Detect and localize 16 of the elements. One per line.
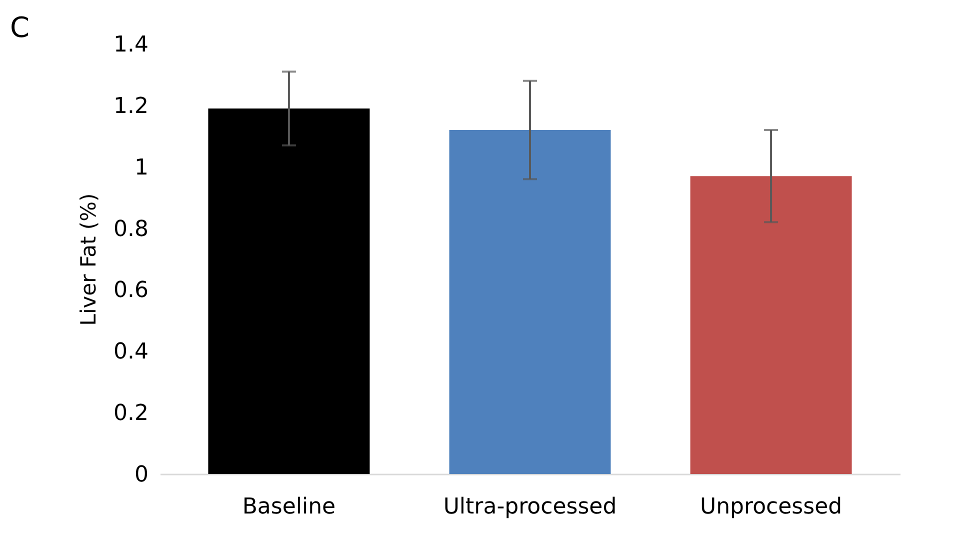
y-tick-label: 0.6: [114, 278, 148, 304]
bar: [208, 108, 370, 474]
x-tick-label: Baseline: [242, 494, 336, 520]
y-tick-label: 0: [134, 462, 148, 488]
x-tick-label: Unprocessed: [700, 494, 842, 520]
y-tick-label: 1.2: [114, 94, 148, 119]
bar: [449, 130, 611, 474]
y-tick-label: 1: [134, 155, 148, 180]
x-tick-label: Ultra-processed: [443, 494, 617, 520]
chart-title: C: [10, 11, 30, 44]
y-axis-title: Liver Fat (%): [76, 193, 101, 326]
y-tick-label: 0.4: [114, 340, 148, 365]
bar: [690, 176, 852, 474]
y-tick-label: 0.8: [114, 216, 148, 242]
y-tick-label: 1.4: [114, 32, 148, 58]
y-tick-label: 0.2: [114, 401, 148, 426]
